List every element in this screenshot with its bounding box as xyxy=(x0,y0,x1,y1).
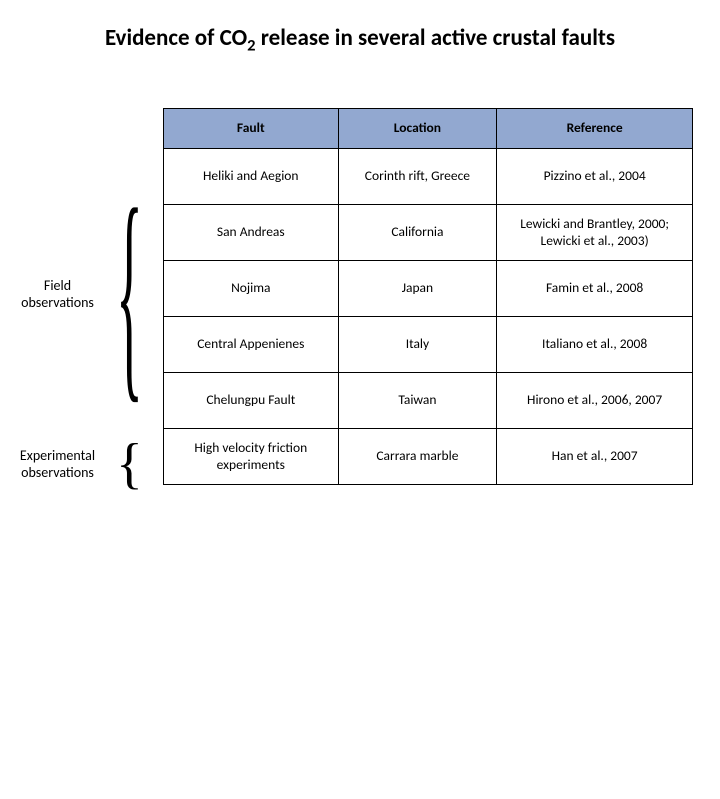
brace-experimental: { xyxy=(116,435,143,493)
table-cell: San Andreas xyxy=(164,205,339,261)
table-cell: Japan xyxy=(338,261,497,317)
table-row: High velocity friction experimentsCarrar… xyxy=(164,429,693,485)
title-post: release in several active crustal faults xyxy=(256,24,616,52)
table-row: San AndreasCaliforniaLewicki and Brantle… xyxy=(164,205,693,261)
table-row: NojimaJapanFamin et al., 2008 xyxy=(164,261,693,317)
evidence-table: Fault Location Reference Heliki and Aegi… xyxy=(163,108,693,485)
col-header-fault: Fault xyxy=(164,109,339,149)
col-header-location: Location xyxy=(338,109,497,149)
table-cell: California xyxy=(338,205,497,261)
experimental-observations-label: Experimental observations xyxy=(10,448,105,482)
table-cell: Taiwan xyxy=(338,373,497,429)
table-row: Heliki and AegionCorinth rift, GreecePiz… xyxy=(164,149,693,205)
table-cell: Corinth rift, Greece xyxy=(338,149,497,205)
field-observations-label: Field observations xyxy=(10,278,105,312)
table-cell: High velocity friction experiments xyxy=(164,429,339,485)
table-cell: Central Appenienes xyxy=(164,317,339,373)
table-cell: Hirono et al., 2006, 2007 xyxy=(497,373,693,429)
evidence-table-wrap: Fault Location Reference Heliki and Aegi… xyxy=(163,108,693,485)
table-cell: Nojima xyxy=(164,261,339,317)
col-header-reference: Reference xyxy=(497,109,693,149)
brace-field: { xyxy=(116,0,143,799)
title-sub: 2 xyxy=(247,36,255,56)
table-cell: Lewicki and Brantley, 2000; Lewicki et a… xyxy=(497,205,693,261)
page-title: Evidence of CO2 release in several activ… xyxy=(0,24,720,56)
table-cell: Chelungpu Fault xyxy=(164,373,339,429)
table-row: Chelungpu FaultTaiwanHirono et al., 2006… xyxy=(164,373,693,429)
table-row: Central AppenienesItalyItaliano et al., … xyxy=(164,317,693,373)
table-cell: Famin et al., 2008 xyxy=(497,261,693,317)
table-cell: Italiano et al., 2008 xyxy=(497,317,693,373)
table-cell: Heliki and Aegion xyxy=(164,149,339,205)
table-cell: Italy xyxy=(338,317,497,373)
table-cell: Carrara marble xyxy=(338,429,497,485)
table-header-row: Fault Location Reference xyxy=(164,109,693,149)
table-body: Heliki and AegionCorinth rift, GreecePiz… xyxy=(164,149,693,485)
table-cell: Han et al., 2007 xyxy=(497,429,693,485)
table-cell: Pizzino et al., 2004 xyxy=(497,149,693,205)
